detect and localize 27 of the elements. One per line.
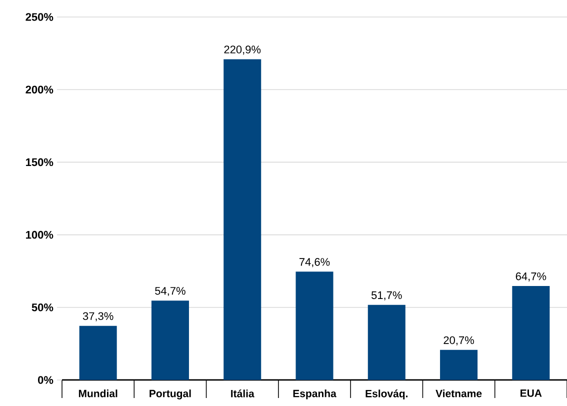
data-label: 54,7%	[155, 287, 186, 296]
data-label: 20,7%	[444, 336, 474, 346]
data-label: 64,7%	[516, 272, 546, 282]
x-tick-label: Eslováq.	[366, 390, 408, 400]
bar	[440, 350, 478, 380]
data-label: 74,6%	[299, 258, 330, 268]
bar	[79, 326, 117, 380]
bar	[151, 300, 189, 380]
y-tick-label: 0%	[38, 376, 54, 384]
x-tick-label: Itália	[231, 390, 254, 398]
x-tick-label: Vietname	[436, 390, 482, 398]
bar	[512, 286, 550, 380]
data-label: 37,3%	[82, 312, 114, 322]
y-tick-label: 200%	[26, 86, 54, 94]
bar	[368, 304, 406, 380]
x-tick-label: Mundial	[78, 390, 118, 398]
bar	[224, 59, 262, 380]
y-tick-label: 150%	[26, 158, 54, 166]
bar	[296, 272, 334, 380]
y-tick-label: 50%	[32, 304, 54, 312]
x-tick-label: EUA	[520, 390, 542, 397]
data-label: 220,9%	[224, 46, 261, 55]
y-tick-label: 250%	[26, 13, 54, 21]
x-tick-label: Espanha	[293, 390, 336, 400]
x-tick-label: Portugal	[150, 390, 191, 400]
y-tick-label: 100%	[26, 230, 54, 239]
data-label: 51,7%	[371, 291, 402, 300]
